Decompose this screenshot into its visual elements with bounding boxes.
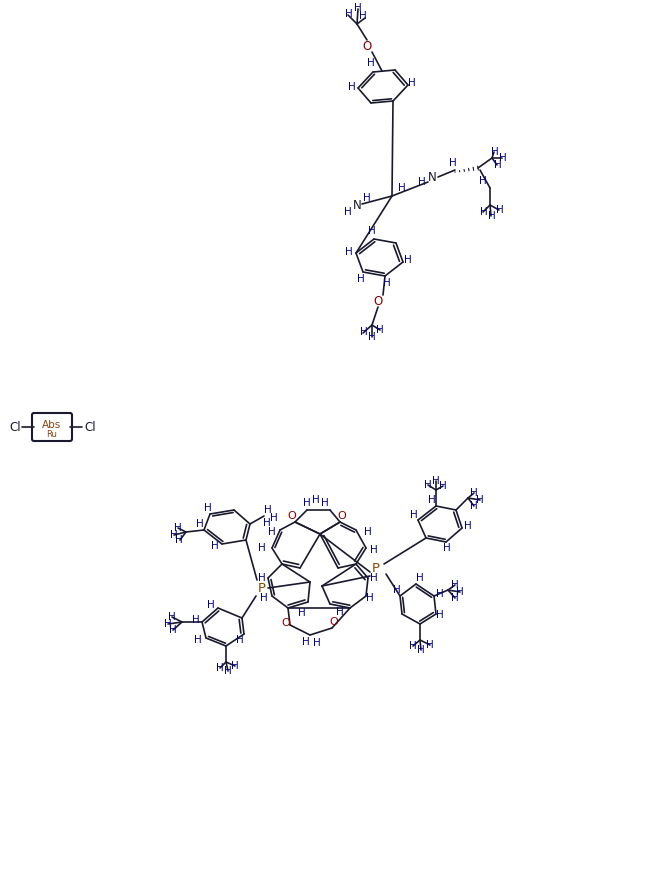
Text: H: H	[336, 607, 344, 617]
Text: O: O	[362, 39, 371, 52]
Text: H: H	[370, 545, 378, 555]
Text: H: H	[345, 9, 353, 19]
Text: H: H	[439, 481, 447, 491]
Text: P: P	[372, 562, 380, 575]
Text: H: H	[204, 503, 212, 513]
Text: H: H	[224, 666, 232, 676]
Text: H: H	[298, 608, 306, 618]
Text: H: H	[192, 615, 200, 625]
Text: H: H	[404, 255, 412, 265]
Text: O: O	[337, 511, 347, 521]
Text: H: H	[345, 247, 353, 257]
Text: N: N	[353, 199, 362, 212]
Text: H: H	[416, 573, 424, 583]
Text: H: H	[313, 638, 321, 648]
Text: H: H	[363, 193, 371, 203]
Text: O: O	[330, 617, 338, 627]
Text: H: H	[357, 274, 365, 284]
Text: H: H	[348, 82, 356, 92]
FancyBboxPatch shape	[32, 413, 72, 441]
Text: H: H	[368, 332, 376, 342]
Text: H: H	[443, 543, 451, 553]
Text: H: H	[366, 593, 374, 603]
Text: H: H	[408, 78, 416, 88]
Text: H: H	[393, 585, 401, 595]
Text: H: H	[364, 527, 372, 537]
Text: H: H	[451, 593, 459, 603]
Text: H: H	[194, 635, 202, 645]
Text: H: H	[476, 495, 484, 505]
Text: Ru: Ru	[46, 429, 58, 438]
Text: H: H	[321, 498, 329, 508]
Text: H: H	[464, 521, 472, 531]
Text: H: H	[480, 207, 488, 217]
Text: H: H	[216, 663, 224, 673]
Text: N: N	[428, 171, 436, 184]
Text: H: H	[168, 612, 176, 622]
Text: H: H	[174, 523, 182, 533]
Text: H: H	[367, 58, 375, 68]
Text: H: H	[263, 518, 271, 528]
Text: H: H	[236, 635, 244, 645]
Text: H: H	[370, 573, 378, 583]
Text: H: H	[428, 495, 436, 505]
Text: Cl: Cl	[84, 421, 96, 434]
Text: O: O	[282, 618, 290, 628]
Text: H: H	[432, 476, 440, 486]
Text: H: H	[164, 619, 172, 629]
Text: H: H	[456, 587, 464, 597]
Text: H: H	[470, 488, 478, 498]
Text: H: H	[231, 661, 239, 671]
Text: H: H	[169, 625, 177, 635]
Text: H: H	[496, 205, 504, 215]
Text: H: H	[344, 207, 352, 217]
Text: H: H	[410, 510, 418, 520]
Text: H: H	[170, 530, 178, 540]
Text: H: H	[376, 325, 384, 335]
Text: H: H	[491, 147, 499, 157]
Text: H: H	[470, 501, 478, 511]
Text: H: H	[488, 211, 496, 221]
Text: H: H	[424, 480, 432, 490]
Text: H: H	[426, 640, 434, 650]
Text: H: H	[303, 498, 311, 508]
Text: H: H	[368, 226, 376, 236]
Text: Cl: Cl	[9, 421, 21, 434]
Text: H: H	[479, 176, 487, 186]
Text: H: H	[398, 183, 406, 193]
Text: H: H	[207, 600, 215, 610]
Text: H: H	[270, 513, 278, 523]
Text: H: H	[211, 541, 219, 551]
Text: P: P	[258, 582, 266, 595]
Text: H: H	[418, 177, 426, 187]
Text: H: H	[451, 580, 459, 590]
Text: H: H	[354, 3, 362, 13]
Text: H: H	[383, 278, 391, 288]
Text: H: H	[196, 519, 204, 529]
Text: H: H	[449, 158, 457, 168]
Text: H: H	[436, 589, 444, 599]
Text: H: H	[260, 593, 268, 603]
Text: O: O	[373, 294, 383, 307]
Text: H: H	[417, 645, 425, 655]
Text: H: H	[258, 573, 266, 583]
Text: H: H	[360, 327, 368, 337]
Text: H: H	[302, 637, 310, 647]
Text: Abs: Abs	[43, 420, 61, 430]
Text: H: H	[175, 535, 183, 545]
Text: H: H	[264, 505, 272, 515]
Text: H: H	[499, 153, 507, 163]
Text: H: H	[409, 641, 417, 651]
Text: H: H	[312, 495, 320, 505]
Text: O: O	[288, 511, 296, 521]
Text: H: H	[359, 11, 367, 21]
Text: H: H	[436, 610, 444, 620]
Text: H: H	[268, 527, 276, 537]
Text: H: H	[258, 543, 266, 553]
Text: H: H	[494, 160, 502, 170]
